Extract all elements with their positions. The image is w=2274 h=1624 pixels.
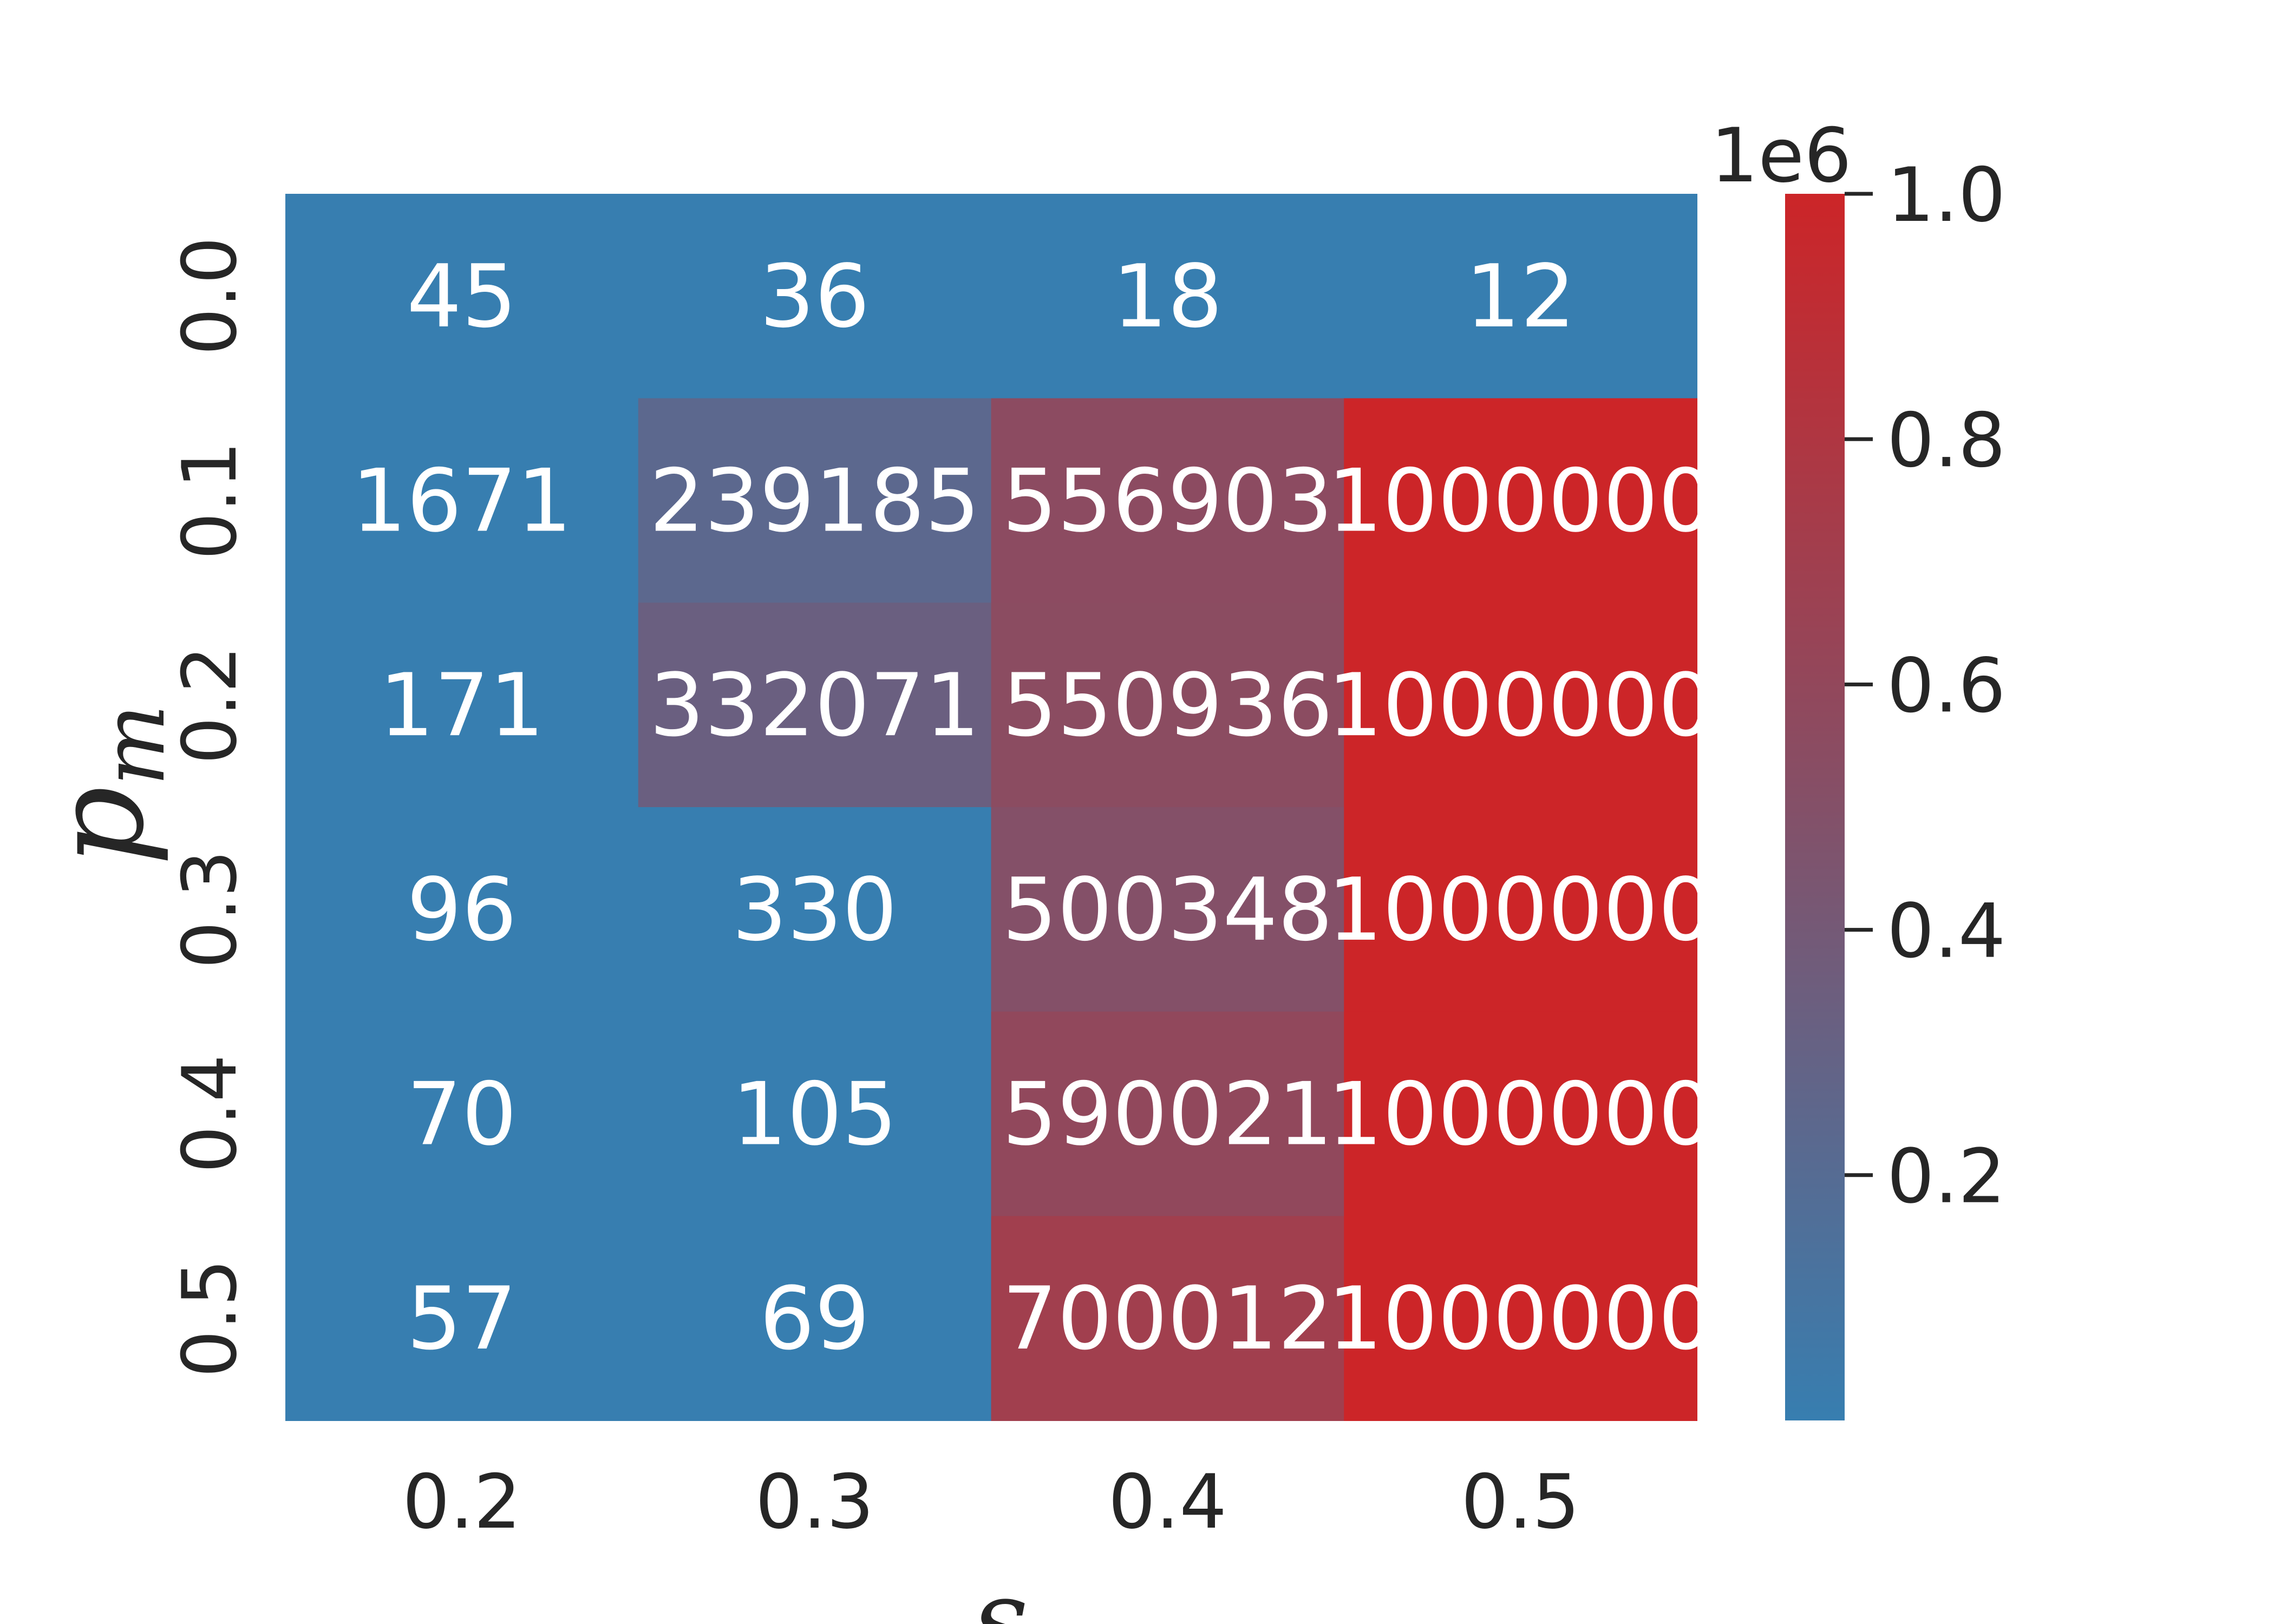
cell-value-label: 12 bbox=[1465, 246, 1576, 347]
heatmap-cell bbox=[285, 194, 639, 399]
y-tick-label: 0.1 bbox=[166, 441, 253, 560]
heatmap-cell bbox=[638, 194, 992, 399]
heatmap-cell bbox=[285, 1011, 639, 1217]
cell-value-label: 36 bbox=[760, 246, 870, 347]
cell-value-label: 171 bbox=[379, 654, 544, 756]
heatmap-cell bbox=[638, 398, 992, 604]
heatmap-cell bbox=[638, 1216, 992, 1421]
heatmap-cell bbox=[991, 1216, 1345, 1421]
colorbar-tick-label: 0.8 bbox=[1887, 397, 2005, 484]
x-tick-label: 0.5 bbox=[1461, 1458, 1579, 1546]
y-tick-label: 0.4 bbox=[166, 1055, 253, 1173]
cell-value-label: 1000000 bbox=[1328, 450, 1714, 552]
svg-text:pm: pm bbox=[27, 704, 184, 866]
x-tick-labels: 0.2 0.3 0.4 0.5 bbox=[402, 1458, 1580, 1546]
heatmap-cell bbox=[1344, 398, 1697, 604]
x-tick-label: 0.4 bbox=[1108, 1458, 1227, 1546]
heatmap-cell bbox=[1344, 807, 1697, 1012]
cell-value-label: 700012 bbox=[1002, 1268, 1333, 1369]
colorbar-tick-label: 1.0 bbox=[1887, 152, 2005, 239]
y-tick-label: 0.2 bbox=[166, 645, 253, 764]
heatmap-cell bbox=[1344, 194, 1697, 399]
heatmap-cell bbox=[285, 398, 639, 604]
cell-value-label: 239185 bbox=[649, 450, 980, 552]
heatmap-cell bbox=[1344, 1216, 1697, 1421]
cell-value-label: 1000000 bbox=[1328, 859, 1714, 960]
heatmap-cell bbox=[285, 807, 639, 1012]
y-axis-label-main: p bbox=[27, 786, 172, 866]
heatmap-cells bbox=[285, 194, 1697, 1421]
cell-value-label: 105 bbox=[732, 1064, 897, 1165]
y-tick-label: 0.5 bbox=[166, 1259, 253, 1377]
cell-value-label: 500348 bbox=[1002, 859, 1333, 960]
cell-value-label: 556903 bbox=[1002, 450, 1333, 552]
heatmap-cell bbox=[285, 1216, 639, 1421]
cell-value-label: 1000000 bbox=[1328, 1268, 1714, 1369]
heatmap-cell bbox=[285, 603, 639, 808]
cell-value-label: 1000000 bbox=[1328, 1064, 1714, 1165]
cell-value-label: 1000000 bbox=[1328, 654, 1714, 756]
cell-value-label: 70 bbox=[407, 1064, 517, 1165]
heatmap-cell bbox=[991, 194, 1345, 399]
y-tick-label: 0.3 bbox=[166, 850, 253, 968]
y-axis-label: pm bbox=[27, 704, 184, 866]
colorbar-tick-label: 0.4 bbox=[1887, 888, 2005, 975]
cell-value-label: 69 bbox=[760, 1268, 870, 1369]
cell-value-label: 332071 bbox=[649, 654, 980, 756]
heatmap-cell bbox=[991, 398, 1345, 604]
colorbar-offset-text: 1e6 bbox=[1710, 112, 1852, 199]
heatmap-cell bbox=[638, 1011, 992, 1217]
cell-value-label: 1671 bbox=[351, 450, 572, 552]
heatmap-cell bbox=[991, 603, 1345, 808]
colorbar bbox=[1785, 194, 1845, 1420]
heatmap-cell bbox=[638, 807, 992, 1012]
x-axis-label: s bbox=[973, 1556, 1029, 1624]
cell-value-label: 18 bbox=[1113, 246, 1223, 347]
heatmap-cell bbox=[991, 1011, 1345, 1217]
heatmap-cell bbox=[638, 603, 992, 808]
cell-value-label: 96 bbox=[407, 859, 517, 960]
y-axis-label-subscript: m bbox=[83, 704, 184, 787]
heatmap-cell bbox=[1344, 1011, 1697, 1217]
cell-value-label: 57 bbox=[407, 1268, 517, 1369]
colorbar-ticks: 0.2 0.4 0.6 0.8 1.0 bbox=[1845, 152, 2005, 1220]
cell-value-label: 550936 bbox=[1002, 654, 1333, 756]
heatmap-cell bbox=[991, 807, 1345, 1012]
cell-value-label: 590021 bbox=[1002, 1064, 1333, 1165]
cell-value-label: 330 bbox=[732, 859, 897, 960]
y-tick-label: 0.0 bbox=[166, 237, 253, 355]
heatmap-cell bbox=[1344, 603, 1697, 808]
cell-value-label: 45 bbox=[407, 246, 517, 347]
x-tick-label: 0.2 bbox=[402, 1458, 521, 1546]
colorbar-tick-label: 0.6 bbox=[1887, 642, 2005, 729]
x-tick-label: 0.3 bbox=[755, 1458, 874, 1546]
y-tick-labels: 0.0 0.1 0.2 0.3 0.4 0.5 bbox=[166, 237, 253, 1378]
colorbar-tick-label: 0.2 bbox=[1887, 1133, 2005, 1220]
